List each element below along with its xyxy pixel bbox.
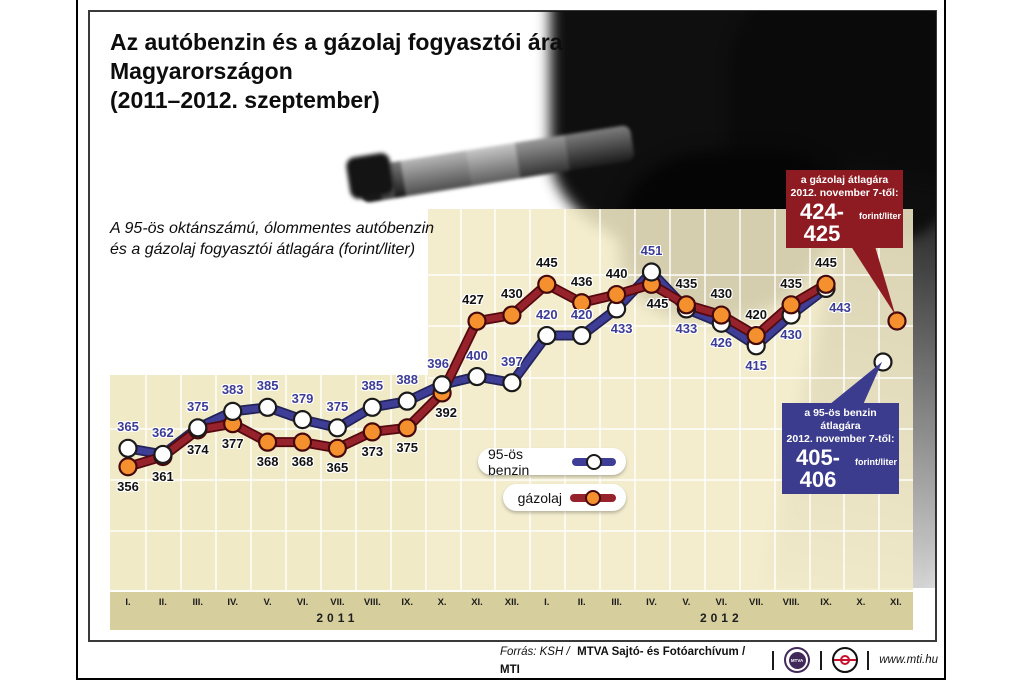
x-tick-label: II.: [577, 597, 586, 608]
footer-bar: Forrás: KSH / MTVA Sajtó- és Fotóarchívu…: [500, 645, 938, 676]
title-line3: (2011–2012. szeptember): [110, 86, 380, 113]
benzin-callout: a 95-ös benzin átlagára 2012. november 7…: [782, 403, 899, 495]
gridline: [180, 375, 183, 590]
benzin-marker-icon: [586, 453, 603, 470]
gridline: [738, 209, 741, 590]
nozzle-spout-tip: [344, 151, 396, 201]
gridline: [424, 375, 427, 590]
gridline: [250, 375, 253, 590]
gridline: [428, 274, 913, 276]
gridline: [145, 375, 148, 590]
gridline: [703, 209, 706, 590]
outer-frame: [76, 0, 946, 680]
gridline: [529, 209, 532, 590]
x-tick-label: VII.: [330, 597, 345, 608]
gridline: [428, 530, 913, 533]
legend-gazolaj: gázolaj: [503, 484, 626, 511]
gazolaj-callout: a gázolaj átlagára 2012. november 7-től:…: [786, 170, 903, 249]
x-tick-label: XII.: [504, 597, 520, 608]
gazolaj-callout-line1: a gázolaj átlagára: [800, 174, 889, 186]
footer-divider: [867, 650, 870, 670]
subtitle-line1: A 95-ös oktánszámú, ólommentes autóbenzi…: [110, 220, 435, 237]
x-tick-label: XI.: [471, 597, 483, 608]
website-url: www.mti.hu: [879, 654, 938, 666]
benzin-callout-line1: a 95-ös benzin átlagára: [804, 407, 877, 433]
mtva-logo-icon: MTVA: [784, 647, 810, 673]
x-tick-label: X.: [437, 597, 447, 608]
gridline: [285, 375, 287, 590]
mti-logo-ring: [831, 647, 858, 673]
gazolaj-callout-value: 424-425: [799, 199, 845, 247]
benzin-line-sample: [572, 453, 616, 470]
gridline: [110, 427, 428, 430]
gridline: [110, 479, 428, 481]
mti-logo-icon: [831, 647, 858, 673]
gridline: [215, 375, 218, 590]
benzin-callout-value: 405-406: [795, 445, 841, 493]
x-tick-label: I.: [544, 597, 550, 608]
legend-benzin: 95-ös benzin: [478, 445, 626, 478]
gazolaj-marker-icon: [585, 489, 601, 506]
gridline: [110, 530, 428, 533]
gazolaj-callout-line2: 2012. november 7-től:: [790, 187, 899, 200]
gridline: [878, 209, 881, 590]
title-line2: Magyarországon: [110, 57, 293, 84]
x-tick-label: I.: [125, 597, 131, 608]
gridline: [808, 209, 811, 590]
x-tick-label: X.: [856, 597, 866, 608]
legend-benzin-label: 95-ös benzin: [488, 445, 530, 478]
footer-divider: [819, 650, 822, 670]
x-tick-label: III.: [611, 597, 622, 608]
gridline: [459, 209, 462, 590]
gazolaj-callout-unit: forint/liter: [859, 211, 901, 222]
x-axis-band: I. II. III. IV. V. VI. VII. VIII. IX. X. XI. XII. 20…: [110, 590, 913, 630]
x-tick-label: III.: [192, 597, 204, 608]
x-tick-label: IV.: [227, 597, 239, 608]
x-tick-label: V.: [263, 597, 272, 608]
page-title: Az autóbenzin és a gázolaj fogyasztói ár…: [110, 28, 580, 114]
x-tick-label: V.: [682, 597, 691, 608]
source-credit: MTVA Sajtó- és Fotóarchívum / MTI: [500, 646, 746, 676]
x-axis-year-label: 2012: [699, 611, 743, 625]
x-tick-label: VI.: [296, 597, 309, 608]
mtva-logo-text: MTVA: [788, 651, 806, 669]
gridline: [354, 375, 357, 590]
mti-logo-o: [839, 655, 850, 665]
gridline: [428, 376, 913, 379]
footer-divider: [772, 650, 775, 670]
gazolaj-line-sample: [570, 489, 616, 506]
source-prefix: Forrás: KSH /: [500, 646, 570, 658]
x-tick-label: VIII.: [782, 597, 800, 608]
gridline: [319, 375, 322, 590]
x-axis-year-label: 2011: [316, 611, 359, 625]
gridline: [599, 209, 602, 590]
gridline: [428, 325, 913, 328]
gridline: [428, 479, 913, 481]
gridline: [634, 209, 636, 590]
plot-area-lower: [110, 375, 428, 590]
title-line1: Az autóbenzin és a gázolaj fogyasztói ár…: [110, 29, 563, 55]
benzin-callout-unit: forint/liter: [855, 457, 897, 468]
x-tick-label: XI.: [889, 597, 902, 608]
x-tick-label: IV.: [646, 597, 657, 608]
legend-gazolaj-label: gázolaj: [517, 489, 562, 506]
x-tick-label: VI.: [715, 597, 728, 608]
chart-subtitle: A 95-ös oktánszámú, ólommentes autóbenzi…: [110, 219, 470, 261]
x-tick-label: II.: [158, 597, 167, 608]
gridline: [564, 209, 567, 590]
x-tick-label: IX.: [820, 597, 832, 608]
gridline: [773, 209, 776, 590]
gridline: [668, 209, 671, 590]
x-tick-label: IX.: [401, 597, 413, 608]
subtitle-line2: és a gázolaj fogyasztói átlagára (forint…: [110, 240, 416, 258]
x-tick-label: VIII.: [363, 597, 381, 608]
x-tick-label: VII.: [749, 597, 764, 608]
gridline: [494, 209, 497, 590]
gridline: [389, 375, 392, 590]
